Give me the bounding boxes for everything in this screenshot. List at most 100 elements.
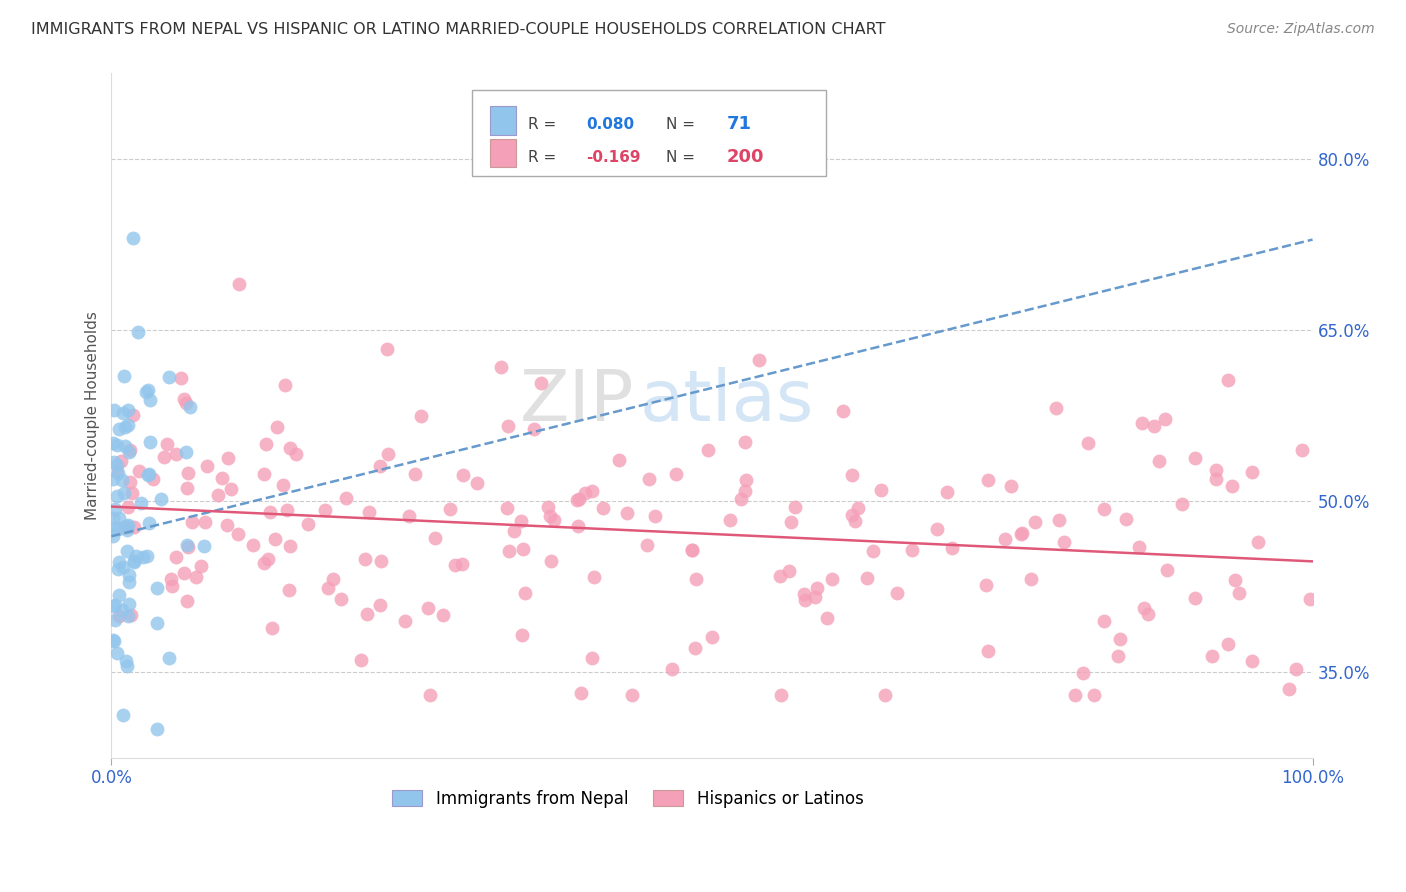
Point	[157, 650, 180, 665]
Point	[846, 500, 869, 515]
Point	[409, 409, 432, 424]
Point	[108, 588, 131, 602]
Point	[994, 532, 1017, 546]
Point	[103, 633, 125, 648]
Point	[314, 503, 336, 517]
Point	[101, 599, 124, 613]
Point	[114, 419, 136, 434]
Point	[254, 436, 277, 450]
Point	[107, 511, 129, 525]
Text: IMMIGRANTS FROM NEPAL VS HISPANIC OR LATINO MARRIED-COUPLE HOUSEHOLDS CORRELATIO: IMMIGRANTS FROM NEPAL VS HISPANIC OR LAT…	[31, 22, 886, 37]
Point	[117, 500, 139, 515]
Point	[138, 516, 160, 531]
Point	[350, 653, 373, 667]
Point	[1227, 586, 1250, 600]
Point	[734, 435, 756, 450]
FancyBboxPatch shape	[472, 90, 827, 176]
Point	[581, 651, 603, 665]
Point	[184, 570, 207, 584]
Point	[977, 644, 1000, 658]
Point	[219, 482, 242, 496]
Point	[111, 560, 134, 574]
Point	[316, 581, 339, 595]
Point	[278, 442, 301, 456]
Point	[530, 376, 553, 391]
Point	[104, 502, 127, 516]
Point	[1045, 401, 1067, 415]
Point	[685, 572, 707, 586]
Point	[117, 403, 139, 417]
Text: R =: R =	[529, 117, 561, 132]
Text: -0.169: -0.169	[586, 150, 640, 165]
Point	[276, 503, 298, 517]
Point	[207, 488, 229, 502]
Point	[112, 369, 135, 384]
Point	[1137, 607, 1160, 621]
Point	[1107, 649, 1129, 664]
Point	[793, 592, 815, 607]
Point	[804, 590, 827, 604]
Point	[297, 517, 319, 532]
Point	[398, 508, 420, 523]
Point	[112, 486, 135, 500]
Point	[104, 598, 127, 612]
Point	[122, 554, 145, 568]
Point	[117, 518, 139, 533]
Point	[174, 396, 197, 410]
Point	[115, 519, 138, 533]
Text: R =: R =	[529, 150, 561, 165]
Point	[124, 549, 146, 564]
Point	[1071, 665, 1094, 680]
Point	[638, 472, 661, 486]
Point	[681, 543, 703, 558]
Point	[195, 458, 218, 473]
Point	[1240, 466, 1263, 480]
Point	[357, 505, 380, 519]
Point	[101, 435, 124, 450]
Point	[569, 686, 592, 700]
Point	[1171, 497, 1194, 511]
Point	[117, 418, 139, 433]
FancyBboxPatch shape	[489, 106, 516, 135]
Point	[620, 688, 643, 702]
Point	[127, 325, 149, 339]
Point	[844, 514, 866, 528]
Point	[104, 464, 127, 478]
Point	[322, 572, 344, 586]
Point	[142, 473, 165, 487]
Point	[136, 467, 159, 482]
Point	[423, 531, 446, 545]
Point	[278, 539, 301, 553]
Point	[266, 419, 288, 434]
Point	[1184, 450, 1206, 465]
Point	[515, 586, 537, 600]
Point	[177, 540, 200, 554]
Point	[122, 520, 145, 534]
Point	[194, 515, 217, 529]
Point	[1291, 442, 1313, 457]
Point	[260, 621, 283, 635]
Point	[1130, 416, 1153, 430]
Point	[354, 552, 377, 566]
Point	[495, 501, 517, 516]
Point	[1241, 654, 1264, 668]
Point	[450, 557, 472, 571]
Point	[574, 486, 596, 500]
Point	[439, 501, 461, 516]
Point	[215, 518, 238, 533]
Point	[512, 627, 534, 641]
Point	[856, 571, 879, 585]
Point	[841, 468, 863, 483]
Point	[176, 538, 198, 552]
Point	[1277, 682, 1299, 697]
Point	[1011, 526, 1033, 541]
Point	[644, 508, 666, 523]
Point	[111, 406, 134, 420]
Point	[1201, 649, 1223, 664]
Point	[356, 607, 378, 622]
Point	[193, 539, 215, 553]
Point	[1000, 479, 1022, 493]
Point	[111, 707, 134, 722]
Point	[1077, 436, 1099, 450]
Point	[444, 558, 467, 572]
